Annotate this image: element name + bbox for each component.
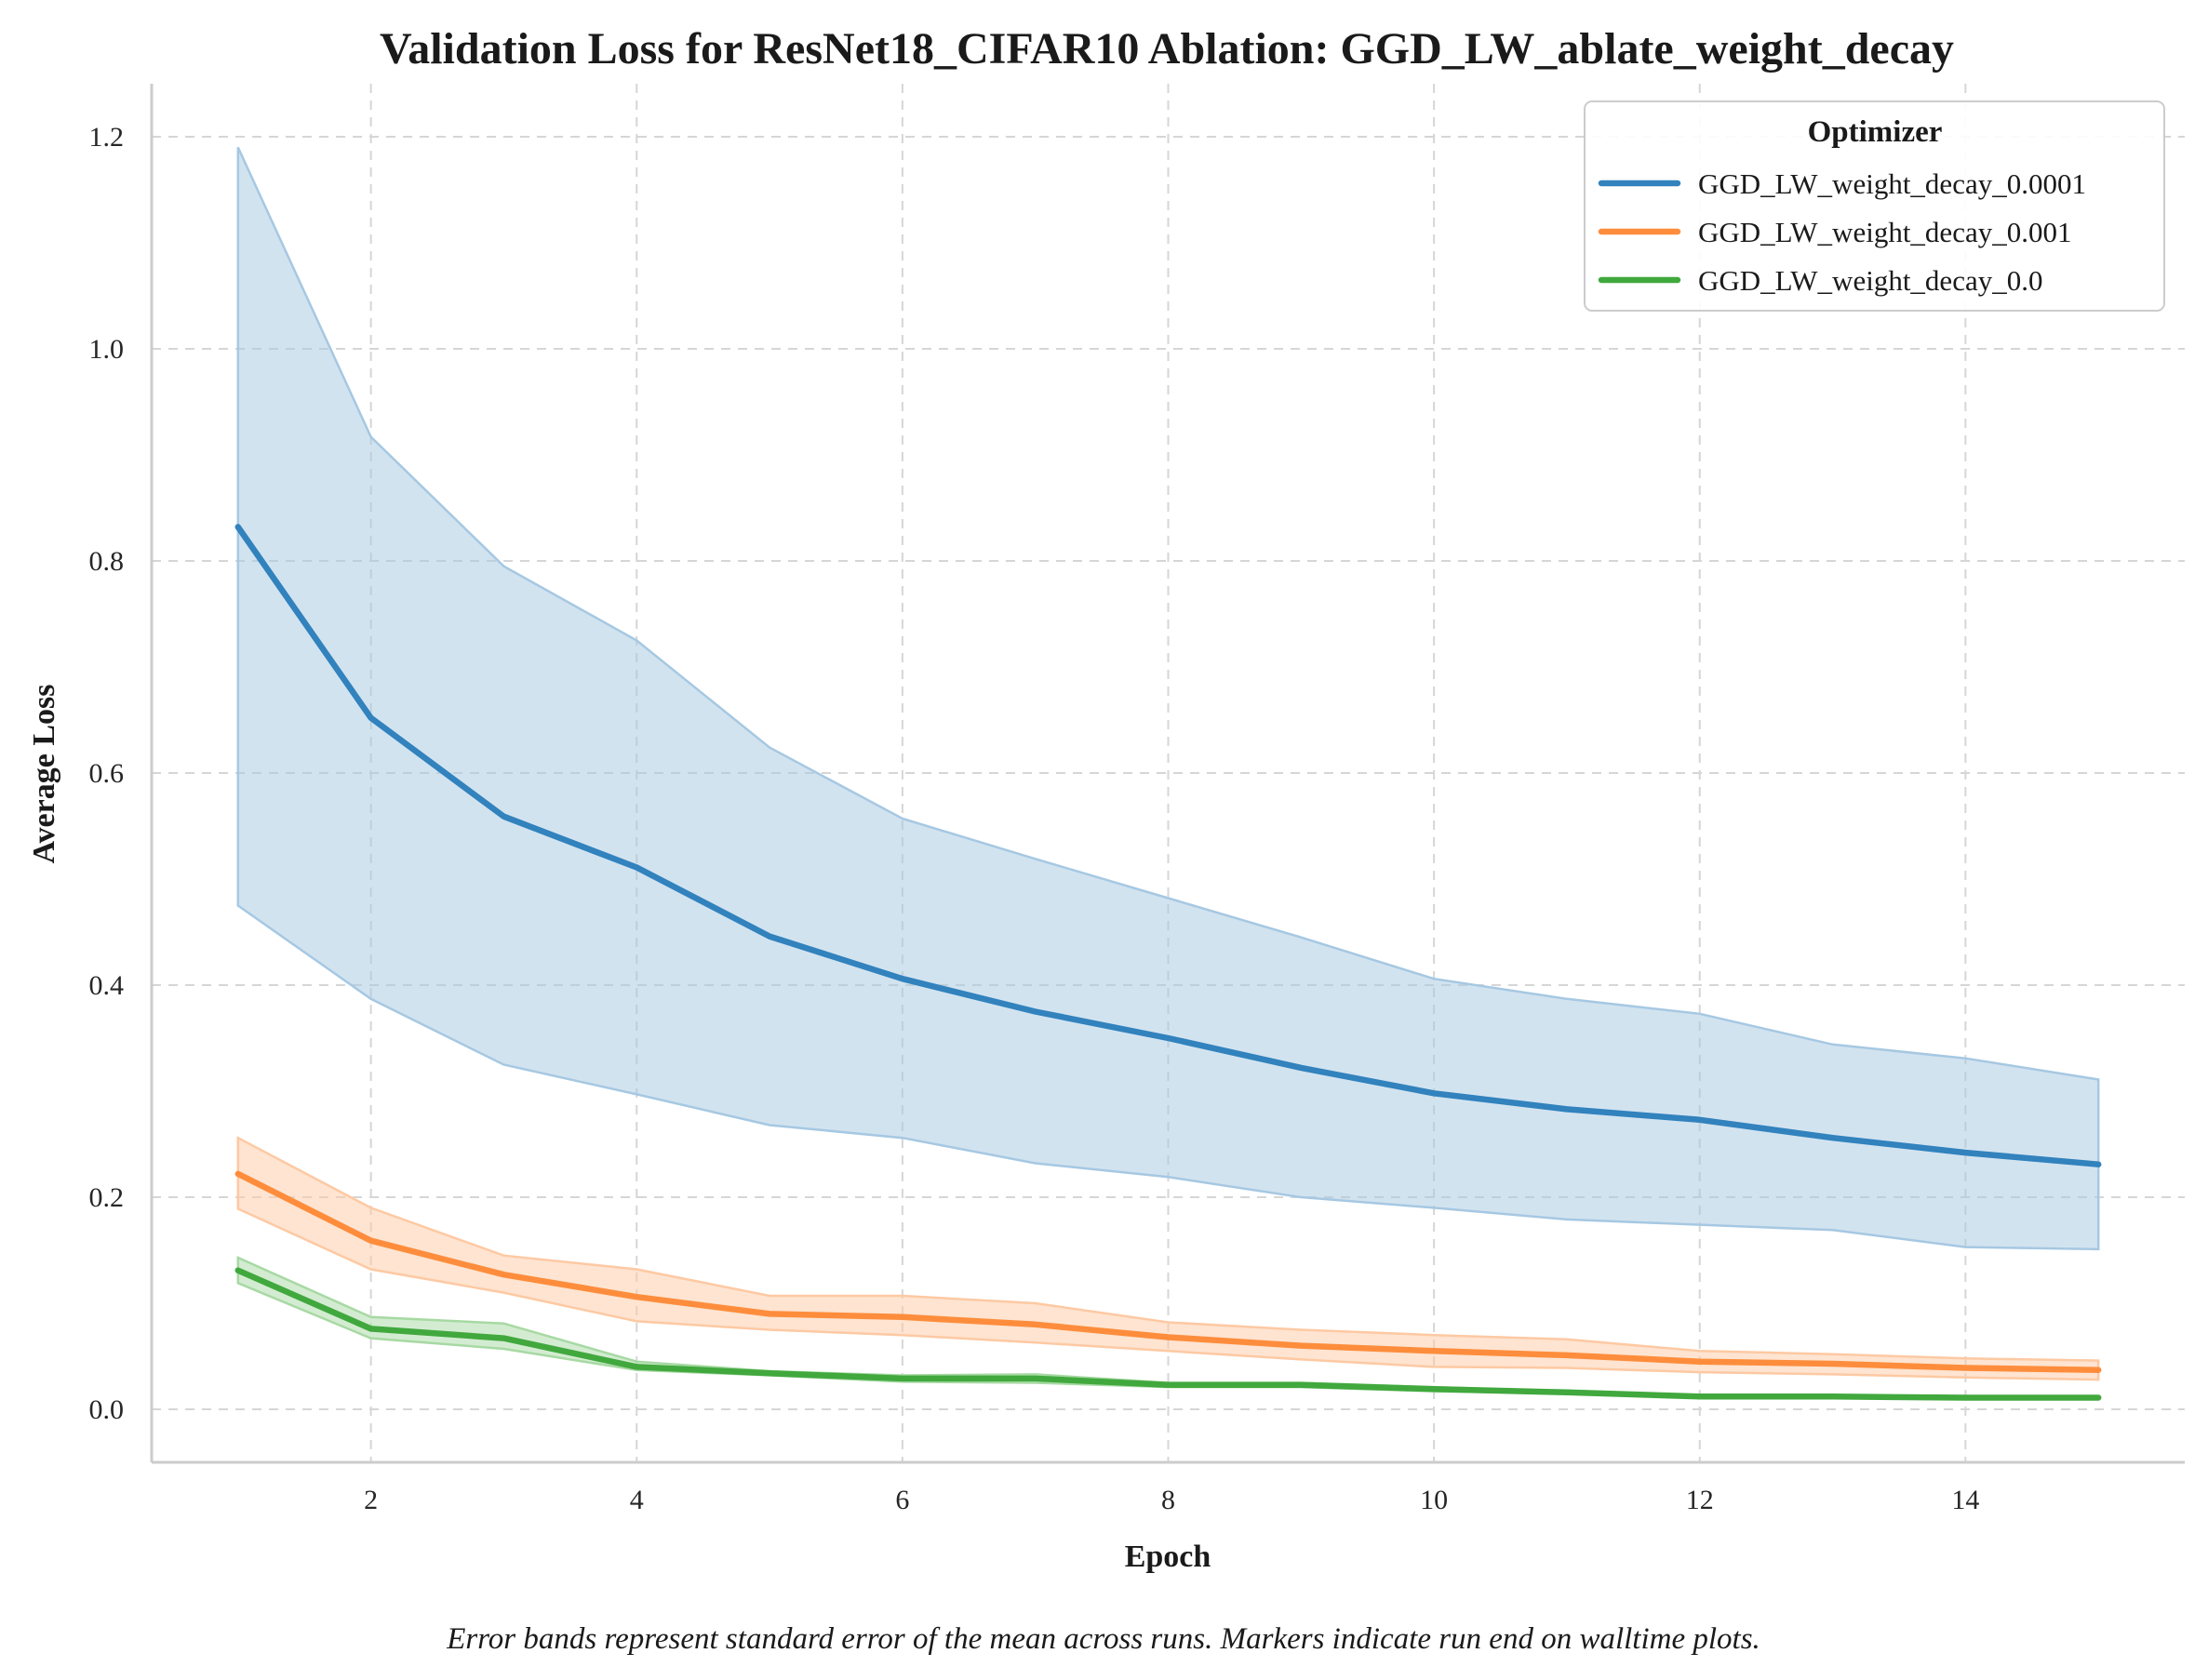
x-tick-label: 4 — [630, 1485, 644, 1515]
series-lines — [234, 524, 2102, 1401]
y-ticks: 0.0 0.2 0.4 0.6 0.8 1.0 1.2 — [89, 122, 125, 1425]
chart-title: Validation Loss for ResNet18_CIFAR10 Abl… — [380, 24, 1954, 73]
y-tick-label: 1.2 — [89, 122, 125, 153]
y-tick-label: 0.8 — [89, 546, 125, 577]
chart-caption: Error bands represent standard error of … — [446, 1622, 1760, 1656]
legend-box — [1584, 100, 2165, 312]
y-tick-label: 0.0 — [89, 1394, 125, 1425]
legend-title: Optimizer — [1808, 115, 1943, 149]
x-ticks: 2 4 6 8 10 12 14 — [364, 1485, 1979, 1515]
legend-label-2: GGD_LW_weight_decay_0.0 — [1698, 264, 2042, 297]
x-tick-label: 12 — [1686, 1485, 1714, 1515]
y-tick-label: 0.6 — [89, 758, 125, 789]
x-tick-label: 2 — [364, 1485, 378, 1515]
series-line-0 — [234, 524, 2102, 1167]
legend-entries: GGD_LW_weight_decay_0.0001 GGD_LW_weight_… — [1598, 167, 2086, 297]
y-tick-label: 0.4 — [89, 970, 125, 1001]
x-tick-label: 6 — [895, 1485, 909, 1515]
y-tick-label: 1.0 — [89, 334, 125, 365]
x-tick-label: 10 — [1420, 1485, 1448, 1515]
x-tick-label: 14 — [1951, 1485, 1979, 1515]
y-tick-label: 0.2 — [89, 1182, 125, 1213]
x-tick-label: 8 — [1161, 1485, 1175, 1515]
y-axis-label: Average Loss — [27, 685, 61, 864]
legend-label-1: GGD_LW_weight_decay_0.001 — [1698, 216, 2071, 248]
series-line-1 — [234, 1170, 2102, 1374]
error-band-1 — [236, 1136, 2100, 1381]
legend: Optimizer GGD_LW_weight_decay_0.0001GGD_… — [1584, 100, 2165, 312]
series-line-2 — [234, 1267, 2102, 1401]
error-band-0 — [236, 146, 2100, 1251]
x-axis-label: Epoch — [1125, 1540, 1211, 1574]
legend-label-0: GGD_LW_weight_decay_0.0001 — [1698, 167, 2086, 200]
